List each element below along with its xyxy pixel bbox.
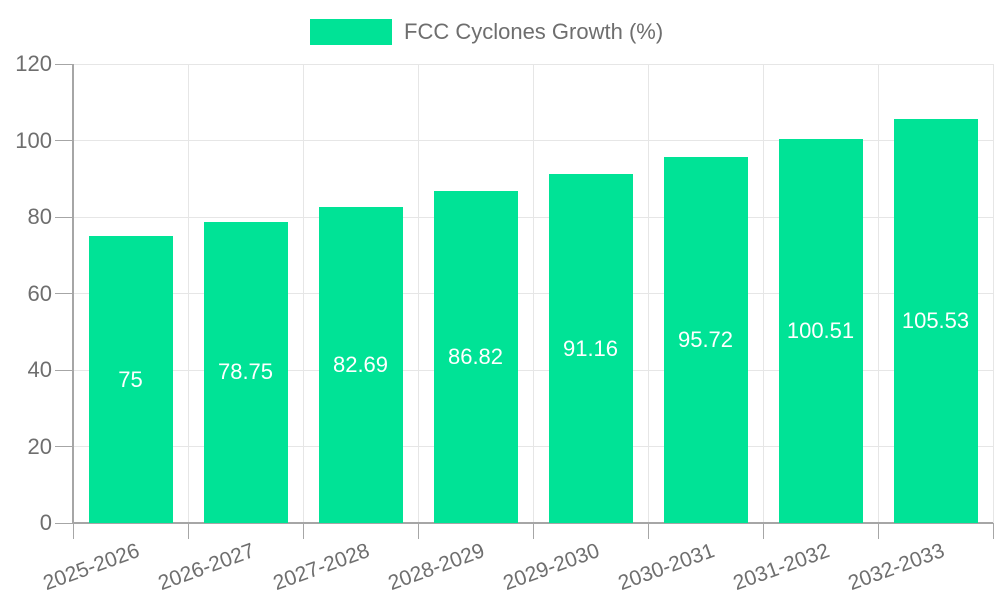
legend[interactable]: FCC Cyclones Growth (%) [310, 19, 663, 45]
bar[interactable] [663, 156, 748, 523]
legend-series-label: FCC Cyclones Growth (%) [404, 19, 664, 44]
bar[interactable] [88, 236, 173, 523]
x-axis-tick [187, 523, 189, 539]
y-axis-tick [55, 63, 73, 65]
x-axis-tick [992, 523, 994, 539]
x-axis-tick [647, 523, 649, 539]
y-axis-tick-label: 20 [27, 433, 52, 459]
x-axis-tick [72, 523, 74, 539]
v-gridline [532, 64, 534, 523]
y-axis-tick [55, 293, 73, 294]
v-gridline [417, 64, 419, 523]
y-axis-tick-label: 100 [15, 127, 52, 153]
bar[interactable] [433, 190, 518, 523]
bar[interactable] [203, 221, 288, 523]
v-gridline [992, 64, 994, 523]
y-axis-tick [55, 522, 73, 524]
y-axis-tick [55, 140, 73, 141]
v-gridline [762, 64, 764, 523]
y-axis-tick [55, 216, 73, 218]
bar[interactable] [318, 206, 403, 523]
y-axis-tick-label: 60 [27, 280, 52, 306]
y-axis-tick-label: 80 [27, 204, 52, 229]
x-axis-tick [532, 523, 534, 539]
x-axis-tick [302, 523, 304, 539]
bar[interactable] [778, 138, 863, 523]
y-axis-tick-label: 40 [27, 357, 52, 382]
y-axis-tick [55, 369, 73, 371]
v-gridline [877, 64, 879, 523]
x-axis-line [73, 522, 993, 524]
x-axis-tick [877, 523, 879, 539]
x-axis-tick-label: 2032-2033 [844, 539, 948, 596]
y-axis-tick-label: 0 [39, 510, 52, 535]
y-axis-tick [55, 446, 73, 447]
x-axis-tick [762, 523, 764, 539]
legend-swatch [310, 19, 392, 45]
bar[interactable] [893, 119, 978, 523]
v-gridline [187, 64, 189, 523]
y-axis-tick-label: 120 [15, 51, 52, 76]
bar[interactable] [548, 174, 633, 523]
y-axis-line [72, 64, 74, 523]
x-axis-tick [417, 523, 419, 539]
v-gridline [302, 64, 304, 523]
v-gridline [647, 64, 649, 523]
